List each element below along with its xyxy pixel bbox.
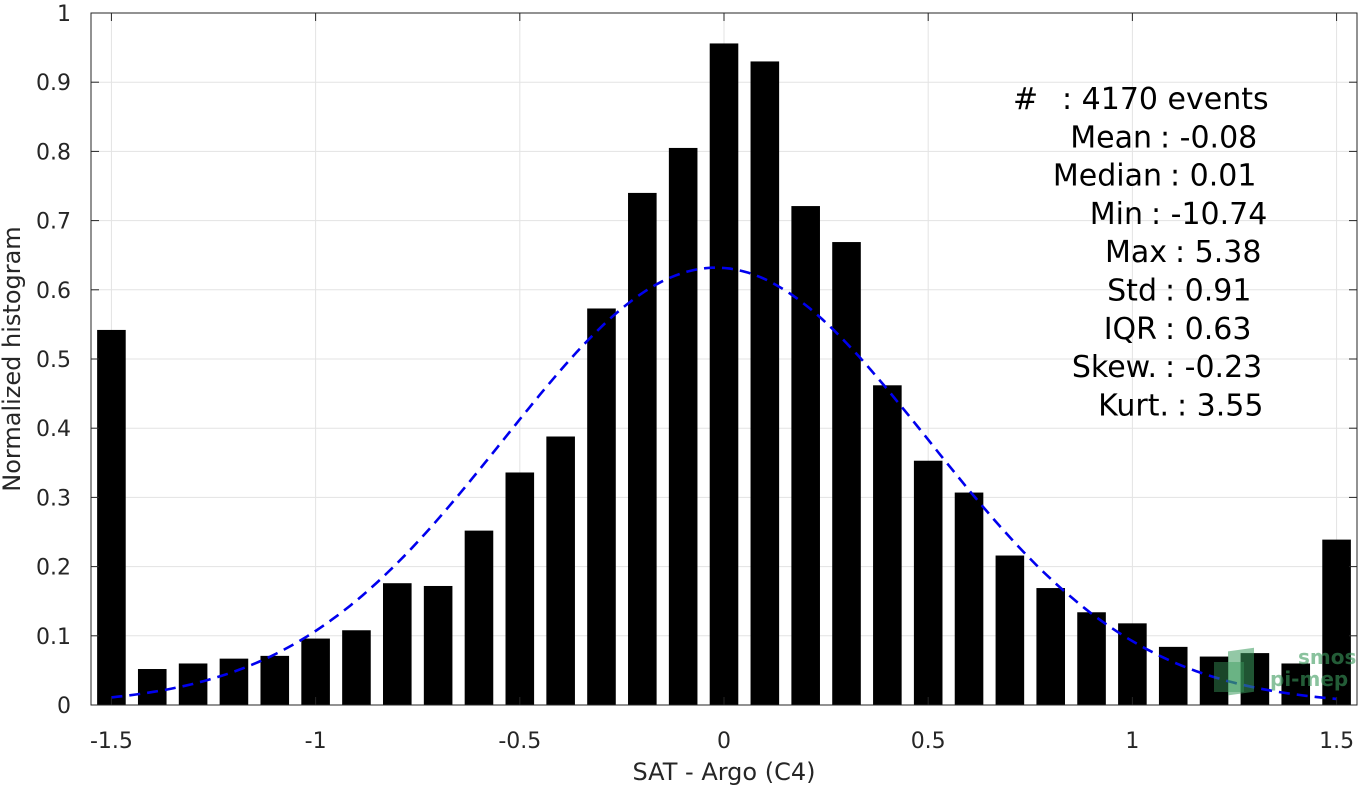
y-axis-label: Normalized histogram — [0, 226, 26, 491]
stat-value: : 5.38 — [1175, 235, 1261, 270]
stat-label: Std — [1107, 274, 1157, 309]
histogram-bar — [1118, 623, 1147, 705]
y-tick-label: 0.3 — [36, 486, 71, 511]
histogram-bar — [1036, 588, 1066, 705]
histogram-bar — [628, 192, 657, 706]
stat-value: : -0.23 — [1165, 350, 1262, 385]
x-tick-label: -0.5 — [498, 729, 541, 754]
histogram-bar — [954, 492, 984, 705]
stat-label: Kurt. — [1098, 388, 1169, 423]
y-axis: 0 0.1 0.2 0.3 0.4 0.5 0.6 0.7 0.8 0.9 1 — [36, 2, 1357, 719]
y-tick-label: 0.1 — [36, 625, 71, 650]
histogram-bar — [464, 530, 494, 705]
histogram-bar — [1077, 612, 1106, 705]
x-tick-label: 0.5 — [911, 729, 946, 754]
smos-pi-mep-logo: smos pi-mep — [1214, 645, 1356, 696]
histogram-bar — [546, 436, 575, 705]
histogram-bar — [709, 43, 739, 705]
histogram-bar — [995, 555, 1025, 705]
watermark-line-1: smos — [1298, 645, 1356, 669]
x-axis-label: SAT - Argo (C4) — [633, 758, 816, 786]
histogram-bar — [219, 658, 249, 705]
y-tick-label: 0.2 — [36, 556, 71, 581]
watermark-line-2: pi-mep — [1270, 667, 1348, 691]
y-tick-label: 0.7 — [36, 210, 71, 235]
histogram-bar — [587, 308, 616, 705]
bars — [97, 43, 1351, 706]
gaussian-fit-curve — [111, 266, 1337, 701]
histogram-bar — [1158, 646, 1188, 705]
x-tick-label: 1 — [1125, 729, 1139, 754]
y-tick-label: 0.6 — [36, 279, 71, 304]
stat-label: Skew. — [1072, 350, 1157, 385]
histogram-bar — [832, 242, 861, 705]
histogram-bar — [873, 385, 902, 705]
x-tick-label: -1 — [305, 729, 327, 754]
stat-label: Max — [1105, 235, 1167, 270]
y-tick-label: 1 — [57, 2, 71, 27]
histogram-bar — [1281, 663, 1311, 705]
stat-label: Mean — [1070, 120, 1152, 155]
histogram-bar — [505, 472, 535, 705]
histogram-bar — [913, 460, 943, 705]
stat-value: : 0.91 — [1165, 274, 1251, 309]
x-tick-label: 0 — [717, 729, 731, 754]
stat-value: : 3.55 — [1177, 388, 1263, 423]
y-tick-label: 0.8 — [36, 140, 71, 165]
stat-label: IQR — [1104, 312, 1157, 347]
stat-value: : 0.63 — [1165, 312, 1251, 347]
stat-label: Median — [1053, 159, 1162, 194]
histogram-bar — [750, 61, 780, 705]
histogram-bar — [342, 630, 371, 705]
histogram-bar — [301, 638, 330, 705]
histogram-bar — [97, 329, 126, 705]
histogram-bar — [260, 655, 290, 705]
y-tick-label: 0.9 — [36, 71, 71, 96]
stat-label: # — [1013, 82, 1038, 117]
stat-value: : -0.08 — [1160, 120, 1257, 155]
histogram-bar — [137, 669, 167, 705]
x-axis: -1.5 -1 -0.5 0 0.5 1 1.5 — [90, 13, 1354, 754]
stat-label: Min — [1090, 197, 1143, 232]
y-tick-label: 0 — [57, 694, 71, 719]
stat-value: : -10.74 — [1151, 197, 1267, 232]
histogram-bar — [423, 585, 453, 705]
y-tick-label: 0.5 — [36, 348, 71, 373]
x-tick-label: -1.5 — [90, 729, 133, 754]
histogram-bar — [668, 147, 698, 705]
stat-value: : 0.01 — [1170, 159, 1256, 194]
histogram-bar — [382, 583, 412, 705]
x-tick-label: 1.5 — [1319, 729, 1354, 754]
histogram-bar — [1322, 539, 1351, 705]
histogram-bar — [1199, 656, 1229, 705]
y-tick-label: 0.4 — [36, 417, 71, 442]
histogram-bar — [791, 206, 820, 705]
stat-value: : 4170 events — [1062, 82, 1269, 117]
